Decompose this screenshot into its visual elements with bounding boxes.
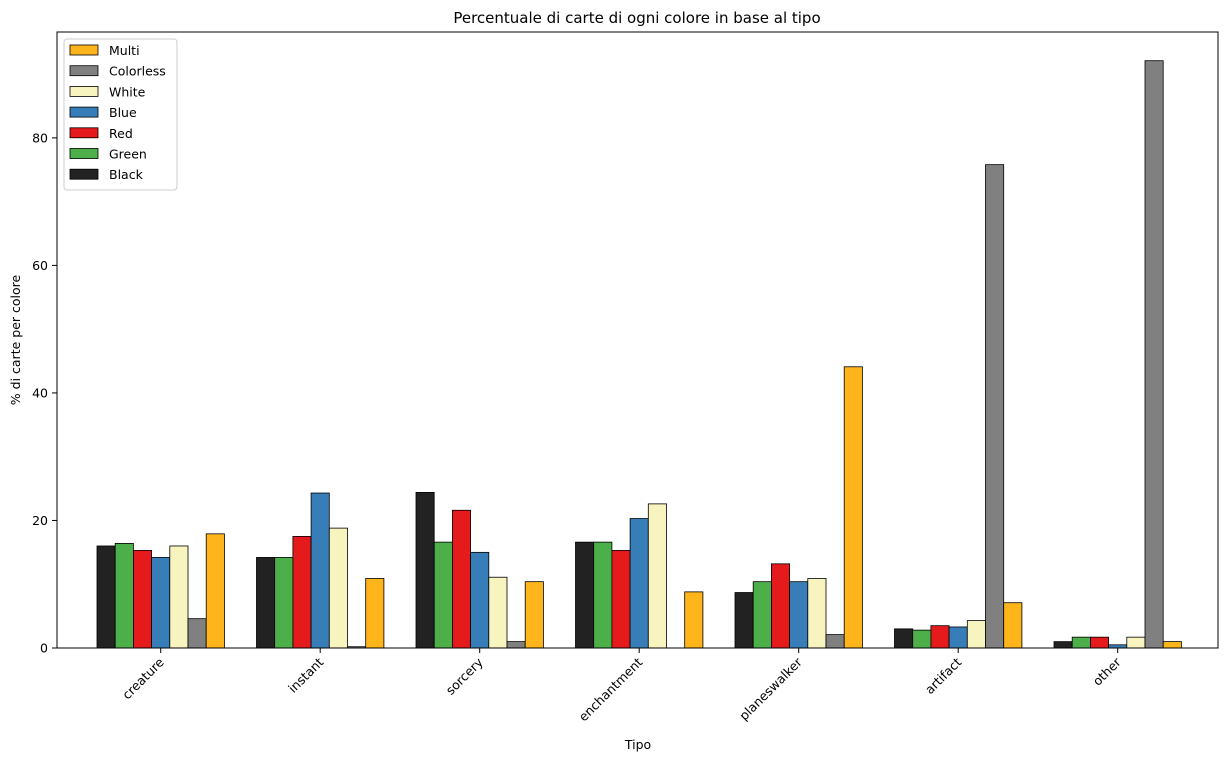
legend-swatch-black — [69, 168, 99, 180]
legend-swatch-multi — [69, 44, 99, 56]
bar-planeswalker-red — [771, 563, 791, 649]
bar-sorcery-colorless — [506, 641, 526, 649]
bar-artifact-multi — [1003, 602, 1023, 649]
bar-other-black — [1053, 641, 1073, 649]
legend-swatch-white — [69, 86, 99, 97]
bar-instant-white — [328, 527, 348, 649]
legend-swatch-blue — [69, 106, 99, 118]
bar-other-multi — [1162, 641, 1182, 649]
bar-planeswalker-black — [734, 592, 754, 649]
bar-sorcery-white — [488, 576, 508, 649]
plot-frame — [56, 31, 1219, 649]
bar-instant-blue — [310, 492, 330, 649]
bar-sorcery-black — [415, 492, 435, 649]
bar-planeswalker-green — [752, 581, 772, 649]
bar-planeswalker-blue — [789, 581, 809, 649]
y-tick-label: 0 — [40, 641, 48, 656]
bar-enchantment-red — [611, 550, 631, 649]
x-tick-label-sorcery: sorcery — [443, 654, 487, 698]
y-tick-label: 20 — [32, 513, 48, 528]
legend-label-blue: Blue — [109, 105, 137, 120]
bar-sorcery-multi — [524, 581, 544, 649]
y-tick-label: 80 — [32, 130, 48, 145]
bar-artifact-green — [912, 629, 932, 649]
legend-label-white: White — [109, 84, 146, 99]
bar-artifact-blue — [948, 626, 968, 649]
x-tick-label-enchantment: enchantment — [576, 654, 646, 724]
legend-swatch-colorless — [69, 65, 99, 77]
x-tick-label-artifact: artifact — [922, 654, 965, 697]
x-tick-label-creature: creature — [119, 654, 167, 702]
bar-instant-green — [274, 557, 294, 649]
bar-enchantment-white — [647, 503, 667, 649]
bar-artifact-colorless — [985, 164, 1005, 649]
bar-planeswalker-colorless — [825, 634, 845, 649]
bar-other-white — [1126, 636, 1146, 649]
legend-swatch-green — [69, 148, 99, 159]
bar-creature-white — [169, 545, 189, 649]
bar-sorcery-green — [433, 541, 453, 649]
x-tick-label-planeswalker: planeswalker — [736, 654, 805, 723]
x-axis-label: Tipo — [624, 737, 651, 752]
bar-enchantment-blue — [629, 518, 649, 649]
legend: Multi Colorless White Blue Red Green Black — [63, 38, 178, 191]
legend-label-red: Red — [109, 126, 133, 141]
legend-swatch-red — [69, 127, 99, 139]
bar-sorcery-blue — [470, 551, 490, 649]
bar-creature-multi — [205, 533, 225, 649]
bar-sorcery-red — [451, 509, 471, 649]
legend-label-green: Green — [109, 147, 147, 162]
legend-label-multi: Multi — [109, 43, 140, 58]
bar-other-colorless — [1144, 60, 1164, 649]
bar-planeswalker-multi — [843, 366, 863, 649]
legend-label-black: Black — [109, 167, 144, 182]
bar-other-red — [1090, 636, 1110, 649]
x-tick-label-instant: instant — [285, 654, 326, 695]
bar-instant-multi — [365, 578, 385, 649]
y-tick-label: 40 — [32, 385, 48, 400]
x-tick-label-other: other — [1090, 654, 1125, 689]
chart-title: Percentuale di carte di ogni colore in b… — [453, 9, 820, 27]
bar-creature-black — [96, 545, 116, 649]
bar-artifact-black — [894, 628, 914, 649]
bar-enchantment-black — [575, 541, 595, 649]
bar-creature-red — [132, 550, 152, 649]
bar-enchantment-green — [593, 541, 613, 649]
y-tick-label: 60 — [32, 258, 48, 273]
bar-creature-colorless — [187, 618, 207, 649]
bars-group — [96, 60, 1182, 649]
legend-label-colorless: Colorless — [109, 64, 166, 79]
x-axis: creature instant sorcery enchantment planesw… — [119, 648, 1124, 724]
bar-creature-blue — [151, 557, 171, 649]
y-axis: 0 20 40 60 80 — [32, 130, 57, 656]
bar-artifact-white — [966, 620, 986, 649]
bar-planeswalker-white — [807, 578, 827, 649]
bar-other-green — [1071, 636, 1091, 649]
bar-artifact-red — [930, 625, 950, 649]
bar-creature-green — [114, 543, 134, 649]
bar-instant-red — [292, 536, 312, 649]
y-axis-label: % di carte per colore — [8, 274, 23, 405]
bar-instant-black — [256, 557, 276, 649]
bar-enchantment-multi — [684, 591, 704, 649]
